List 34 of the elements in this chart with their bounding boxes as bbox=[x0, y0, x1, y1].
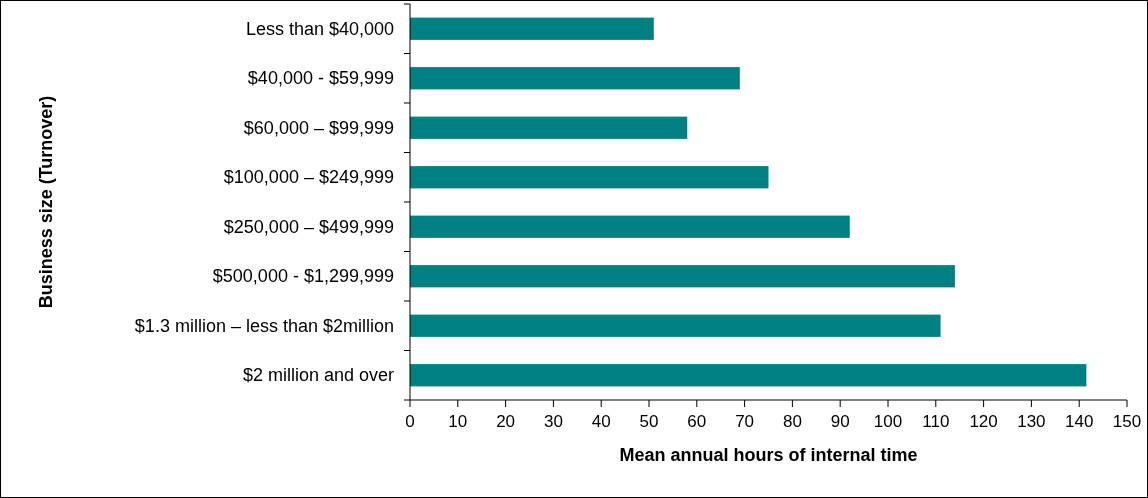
x-tick-label: 130 bbox=[1017, 412, 1046, 431]
x-tick-label: 140 bbox=[1065, 412, 1094, 431]
y-tick-label: $40,000 - $59,999 bbox=[247, 68, 394, 89]
x-tick-label: 100 bbox=[873, 412, 903, 431]
bar bbox=[410, 215, 850, 238]
bar bbox=[410, 166, 769, 189]
x-tick-label: 150 bbox=[1112, 412, 1142, 431]
x-tick-label: 10 bbox=[448, 412, 468, 431]
x-tick-label: 110 bbox=[922, 412, 950, 431]
y-axis-title: Business size (Turnover) bbox=[36, 95, 56, 309]
x-tick-label: 50 bbox=[639, 412, 659, 431]
x-tick-label: 90 bbox=[830, 412, 850, 431]
bar bbox=[410, 314, 941, 337]
y-tick-label: Less than $40,000 bbox=[245, 18, 394, 39]
bar bbox=[410, 17, 654, 40]
bar bbox=[410, 67, 740, 90]
y-tick-label: $250,000 – $499,999 bbox=[223, 216, 394, 237]
x-tick-label: 0 bbox=[405, 412, 415, 431]
x-tick-label: 80 bbox=[782, 412, 802, 431]
y-tick-label: $100,000 – $249,999 bbox=[223, 167, 394, 188]
bar bbox=[410, 265, 955, 288]
x-tick-label: 70 bbox=[735, 412, 755, 431]
x-tick-label: 60 bbox=[687, 412, 707, 431]
x-tick-label: 120 bbox=[969, 412, 998, 431]
y-tick-label: $500,000 - $1,299,999 bbox=[212, 266, 394, 287]
x-axis-title: Mean annual hours of internal time bbox=[619, 445, 918, 465]
x-tick-label: 30 bbox=[543, 412, 563, 431]
x-tick-label: 40 bbox=[591, 412, 611, 431]
y-tick-label: $1.3 million – less than $2million bbox=[134, 315, 394, 336]
x-tick-label: 20 bbox=[496, 412, 516, 431]
bar bbox=[410, 116, 688, 139]
y-tick-label: $2 million and over bbox=[242, 365, 394, 386]
bar bbox=[410, 364, 1087, 387]
y-tick-label: $60,000 – $99,999 bbox=[243, 117, 394, 138]
